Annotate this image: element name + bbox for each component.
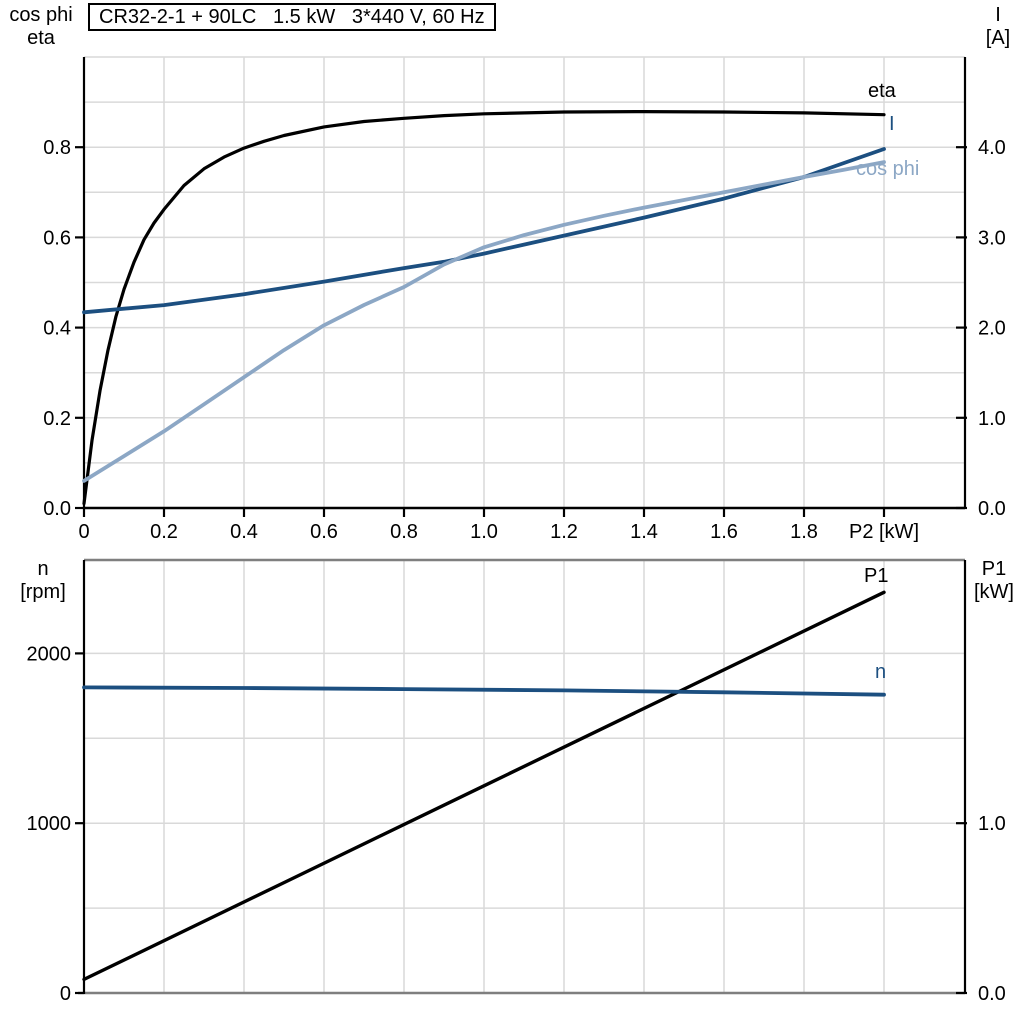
x-tick-label: 1.6: [710, 521, 738, 543]
y-left-tick-label: 0.0: [43, 498, 71, 520]
x-tick-label: 1.2: [550, 521, 578, 543]
axis-title-current: I: [995, 4, 1001, 26]
y-right-tick-label: 3.0: [978, 227, 1006, 249]
y-left-tick-label: 0.6: [43, 227, 71, 249]
y-right-tick-label: 1.0: [978, 813, 1006, 835]
y-left-tick-label: 0.4: [43, 318, 71, 340]
axis-title-eta: eta: [27, 27, 55, 49]
axis-title-speed-unit: [rpm]: [20, 581, 66, 603]
y-right-tick-label: 4.0: [978, 137, 1006, 159]
x-tick-label: 0.4: [230, 521, 258, 543]
series-eta: [82, 110, 886, 506]
top-right-axis-title: I [A]: [972, 4, 1024, 50]
bottom-left-axis-title: n [rpm]: [8, 558, 78, 604]
y-left-tick-label: 0.8: [43, 137, 71, 159]
axis-title-p1-unit: [kW]: [974, 581, 1014, 603]
axis-title-p1: P1: [981, 558, 1007, 580]
x-tick-label: 0.8: [390, 521, 418, 543]
curve-label-n: n: [875, 661, 887, 683]
curve-label-current: I: [889, 113, 895, 135]
axis-title-cos-phi: cos phi: [9, 4, 73, 26]
series-cos-phi: [82, 160, 886, 483]
x-tick-label: 0.2: [150, 521, 178, 543]
x-tick-label: 0.6: [310, 521, 338, 543]
x-tick-label: P2 [kW]: [849, 521, 919, 543]
x-tick-label: 1.4: [630, 521, 658, 543]
y-left-tick-label: 0: [60, 983, 71, 1005]
curve-label-eta: eta: [868, 80, 896, 102]
y-right-tick-label: 1.0: [978, 408, 1006, 430]
y-right-tick-label: 0.0: [978, 498, 1006, 520]
series-n: [82, 685, 886, 697]
chart-title: CR32-2-1 + 90LC 1.5 kW 3*440 V, 60 Hz: [88, 3, 496, 31]
series-P1: [82, 590, 886, 982]
top-left-axis-title: cos phi eta: [0, 4, 82, 50]
axis-title-current-unit: [A]: [985, 27, 1011, 49]
y-right-tick-label: 2.0: [978, 318, 1006, 340]
axis-title-speed: n: [37, 558, 49, 580]
curve-label-cos-phi: cos phi: [856, 158, 920, 180]
x-tick-label: 1.0: [470, 521, 498, 543]
x-tick-label: 0: [78, 521, 89, 543]
y-left-tick-label: 0.2: [43, 408, 71, 430]
y-left-tick-label: 2000: [27, 643, 72, 665]
y-right-tick-label: 0.0: [978, 983, 1006, 1005]
series-I: [82, 147, 886, 315]
curve-label-p1: P1: [864, 565, 889, 587]
bottom-right-axis-title: P1 [kW]: [964, 558, 1024, 604]
y-left-tick-label: 1000: [27, 813, 72, 835]
x-tick-label: 1.8: [790, 521, 818, 543]
